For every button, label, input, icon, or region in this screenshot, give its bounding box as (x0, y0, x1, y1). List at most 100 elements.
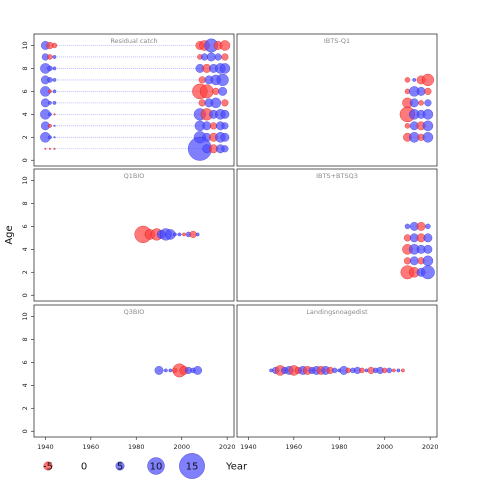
data-point (48, 101, 52, 105)
data-point (409, 98, 419, 108)
data-point (424, 99, 432, 107)
data-point (52, 78, 57, 82)
data-point (220, 109, 230, 119)
x-tick-label: 2000 (173, 443, 190, 451)
y-tick-label: 4 (21, 383, 29, 387)
panel-title: Residual catch (110, 37, 157, 45)
panel-title: Q1BIO (124, 172, 145, 180)
y-tick-label: 6 (21, 224, 29, 228)
y-tick-label: 0 (21, 158, 29, 162)
data-point (409, 256, 419, 266)
y-tick-label: 2 (21, 135, 29, 139)
y-tick-label: 8 (21, 337, 29, 341)
panel-frame (236, 33, 438, 167)
data-point (182, 232, 186, 237)
data-point (219, 40, 231, 51)
data-point (416, 222, 426, 231)
data-point (195, 232, 200, 237)
data-point (219, 63, 231, 74)
data-point (221, 145, 229, 153)
data-point (52, 101, 57, 105)
x-tick-label: 2020 (422, 443, 439, 451)
panel-frame (236, 304, 438, 438)
data-point (391, 368, 396, 373)
y-tick-label: 4 (21, 112, 29, 116)
y-tick-label: 4 (21, 247, 29, 251)
data-point (198, 76, 206, 84)
panel-ibts-q1: IBTS-Q1 (236, 33, 438, 167)
data-point (221, 99, 229, 107)
data-point (53, 147, 56, 150)
data-point (53, 136, 56, 139)
data-point (422, 109, 434, 120)
panel-frame (236, 168, 438, 302)
data-point (168, 368, 173, 373)
data-point (345, 367, 352, 374)
x-tick-label: 1960 (286, 443, 303, 451)
legend-label: 0 (81, 462, 87, 473)
panel-title: IBTS-Q1 (324, 37, 350, 45)
y-tick-label: 0 (21, 293, 29, 297)
data-point (220, 132, 230, 142)
legend-label: 10 (150, 462, 163, 473)
data-point (52, 55, 57, 59)
data-point (423, 244, 433, 254)
data-point (53, 124, 56, 127)
data-point (48, 147, 51, 150)
legend-entry-5: 5 (115, 462, 125, 473)
x-tick-label: 1980 (128, 443, 145, 451)
x-tick-label: 1940 (240, 443, 257, 451)
data-point (412, 78, 417, 82)
data-point (177, 232, 182, 237)
data-point (401, 368, 405, 373)
legend-entry-15: 15 (179, 453, 205, 479)
legend-bubble (179, 453, 205, 479)
data-point (193, 366, 202, 375)
data-point (202, 121, 212, 131)
data-point (221, 122, 229, 130)
panel-frame (33, 168, 235, 302)
data-point (48, 135, 52, 140)
data-point (424, 87, 432, 95)
legend-label: 5 (117, 462, 123, 473)
panel-title: IBTS+BTSQ3 (316, 172, 358, 180)
data-point (53, 113, 56, 116)
y-axis-label: Age (4, 225, 15, 244)
legend-entry-10: 10 (147, 457, 165, 475)
data-point (422, 120, 434, 132)
y-tick-label: 8 (21, 201, 29, 205)
legend-label: 15 (186, 462, 199, 473)
data-point (403, 234, 411, 242)
legend-entry-0: 0 (81, 462, 87, 473)
legend: -5 0 5 10 15 Year (43, 453, 248, 479)
data-point (48, 123, 52, 128)
data-point (47, 77, 53, 83)
legend-label: -5 (43, 462, 53, 473)
data-point (216, 73, 229, 86)
data-point (163, 368, 168, 373)
data-point (403, 257, 411, 265)
data-point (206, 52, 216, 62)
y-tick-label: 0 (21, 429, 29, 433)
data-point (422, 255, 434, 267)
panel-q3bio: Q3BIO 0 2 4 6 8 10 1940 1960 1980 2000 2020 (21, 304, 235, 451)
data-point (47, 65, 53, 72)
data-point (52, 66, 57, 71)
data-point (396, 368, 401, 373)
panel-q1bio: Q1BIO 0 2 4 6 8 10 (21, 168, 235, 302)
panel-title: Landingsnoagedist (306, 308, 368, 316)
legend-entry-5: -5 (43, 462, 53, 473)
x-tick-label: 1980 (331, 443, 348, 451)
data-point (52, 89, 57, 94)
data-point (332, 367, 338, 374)
data-point (422, 132, 434, 143)
data-point (425, 223, 431, 230)
data-point (210, 122, 218, 130)
y-tick-label: 10 (21, 41, 29, 49)
data-point (47, 54, 53, 60)
data-point (51, 42, 58, 49)
x-tick-label: 1960 (83, 443, 100, 451)
x-axis-label: Year (225, 462, 248, 473)
panel-ibts-btsq3: IBTS+BTSQ3 (236, 168, 438, 302)
